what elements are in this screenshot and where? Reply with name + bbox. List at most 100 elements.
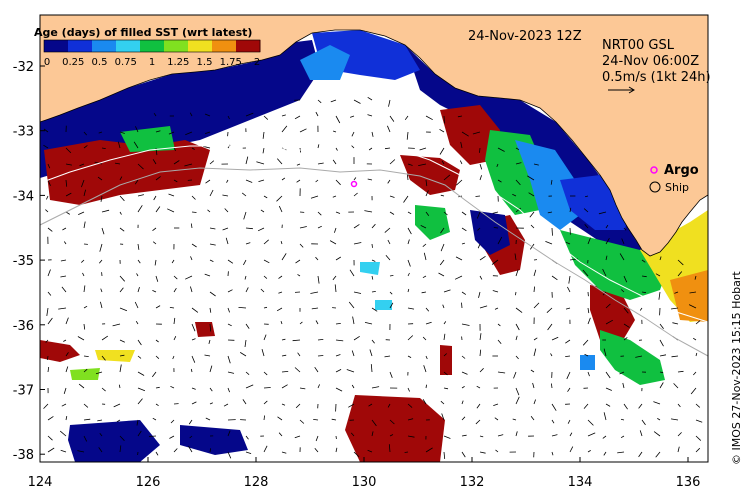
sst-age-patch (590, 285, 635, 345)
current-vector (227, 430, 231, 437)
current-vector (461, 242, 466, 245)
current-vector (281, 114, 286, 117)
x-tick-label: 136 (676, 475, 701, 490)
colorbar-tick-label: 0.25 (62, 57, 84, 68)
current-vector (461, 355, 466, 359)
current-vector (188, 419, 193, 425)
current-vector (209, 365, 213, 373)
current-vector (443, 289, 451, 293)
current-vector (655, 273, 661, 277)
colorbar-segment (188, 40, 213, 52)
current-vector (276, 307, 283, 312)
colorbar-title: Age (days) of filled SST (wrt latest) (34, 26, 252, 39)
current-vector (389, 371, 393, 378)
current-vector (310, 195, 319, 199)
current-vector (227, 355, 231, 364)
current-vector (493, 403, 499, 406)
current-vector (512, 418, 517, 421)
current-vector (533, 399, 536, 405)
current-vector (135, 320, 139, 325)
current-vector (191, 307, 199, 313)
current-vector (222, 227, 229, 231)
current-vector (148, 435, 157, 437)
current-vector (296, 179, 301, 183)
current-vector (119, 195, 125, 202)
sst-age-patch (180, 425, 248, 455)
current-vector (659, 256, 662, 261)
current-vector (569, 432, 573, 437)
current-vector (389, 275, 394, 277)
current-vector (202, 145, 211, 149)
current-vector (639, 307, 643, 311)
current-vector (389, 291, 393, 295)
x-tick-label: 130 (352, 475, 377, 490)
current-vector (209, 259, 214, 262)
current-vector (407, 418, 414, 421)
current-vector (493, 227, 499, 229)
current-vector (332, 130, 337, 133)
current-vector (59, 430, 67, 437)
current-vector (281, 177, 286, 181)
current-vector (317, 339, 324, 341)
current-vector (60, 259, 67, 262)
current-vector (461, 386, 465, 389)
current-vector (154, 259, 157, 266)
current-vector (263, 415, 265, 421)
current-vector (190, 286, 193, 293)
current-vector (137, 430, 142, 437)
current-vector (83, 305, 88, 309)
current-vector (353, 192, 358, 197)
current-vectors (43, 96, 703, 459)
current-vector (260, 288, 265, 293)
current-vector (497, 147, 505, 152)
current-vector (568, 275, 571, 284)
ship-legend-icon (649, 181, 661, 193)
current-vector (153, 112, 157, 117)
current-vector (461, 323, 470, 326)
current-vector (242, 399, 247, 405)
current-vector (101, 387, 106, 392)
current-vector (371, 243, 373, 248)
current-vector (299, 128, 307, 133)
current-vector (276, 158, 283, 165)
current-vector (315, 320, 319, 325)
current-vector (368, 147, 373, 151)
current-vector (98, 447, 103, 453)
current-vector (83, 221, 86, 229)
current-vector (173, 179, 178, 183)
current-vector (476, 403, 481, 409)
colorbar-tick-label: 2 (254, 57, 260, 68)
current-vector (47, 416, 54, 421)
plot-frame (39, 14, 709, 463)
current-vector (533, 286, 535, 293)
current-vector (263, 334, 267, 341)
current-vector (227, 371, 235, 374)
current-vector (191, 355, 196, 363)
current-vector (389, 419, 395, 425)
current-vector (459, 160, 463, 165)
current-vector (281, 354, 287, 357)
current-vector (422, 336, 427, 341)
current-vector (263, 259, 270, 264)
current-vector (479, 368, 484, 373)
sst-age-patch (40, 340, 80, 362)
current-vector (674, 291, 679, 294)
current-vector (155, 176, 161, 181)
current-vector (692, 337, 697, 341)
current-vector (623, 403, 628, 410)
current-vector (425, 307, 430, 312)
current-vector (204, 113, 211, 117)
sst-age-patch (68, 420, 160, 462)
current-vector (603, 348, 607, 357)
current-vector (605, 319, 613, 325)
current-vector (65, 147, 72, 154)
vector-scale-label: 0.5m/s (1kt 24h) (602, 70, 711, 85)
current-vector (620, 418, 625, 421)
y-tick-label: -32 (13, 60, 34, 75)
current-vector (100, 195, 103, 202)
current-vector (384, 147, 391, 150)
current-vector (443, 211, 448, 216)
current-vector (65, 192, 72, 197)
current-vector (584, 353, 589, 357)
current-vector (439, 128, 445, 133)
